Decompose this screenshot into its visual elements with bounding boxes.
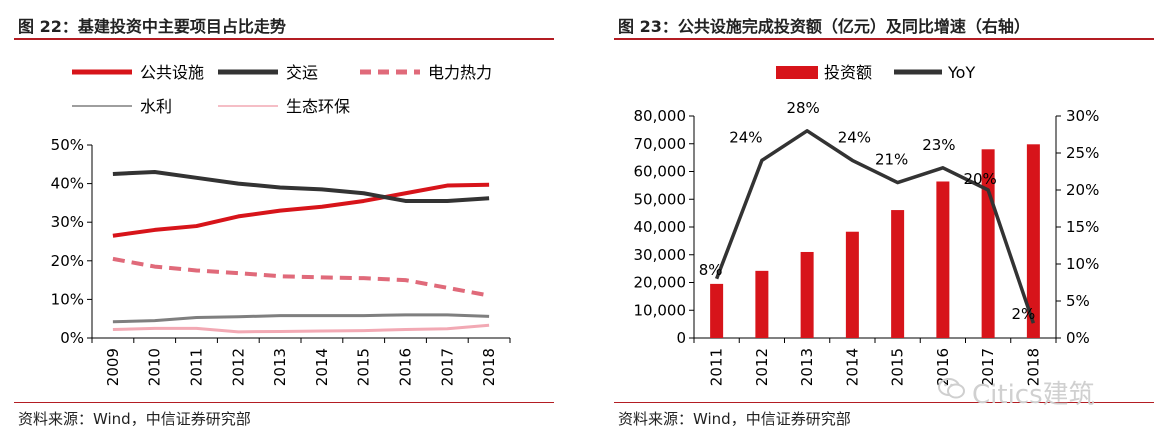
right-yoy-data-label: 24% bbox=[729, 128, 762, 146]
left-x-tick-label: 2011 bbox=[188, 348, 206, 386]
right-y-tick-label: 40,000 bbox=[634, 218, 687, 236]
right-bar-0 bbox=[710, 283, 724, 338]
right-y2-tick-label: 25% bbox=[1066, 144, 1099, 162]
left-y-tick-label: 30% bbox=[51, 213, 84, 231]
right-y-tick-label: 70,000 bbox=[634, 135, 687, 153]
right-yoy-data-label: 24% bbox=[838, 128, 871, 146]
right-y-tick-label: 60,000 bbox=[634, 163, 687, 181]
right-legend-label-line: YoY bbox=[947, 63, 975, 82]
left-title-rule bbox=[14, 38, 554, 40]
right-y2-tick-label: 5% bbox=[1066, 292, 1090, 310]
right-y-tick-label: 30,000 bbox=[634, 246, 687, 264]
right-y2-tick-label: 20% bbox=[1066, 181, 1099, 199]
left-x-tick-label: 2017 bbox=[438, 348, 456, 386]
right-x-tick-label: 2016 bbox=[934, 348, 952, 386]
right-x-tick-label: 2012 bbox=[753, 348, 771, 386]
left-legend-label-2: 电力热力 bbox=[428, 63, 492, 82]
right-yoy-data-label: 20% bbox=[963, 170, 996, 188]
right-legend-swatch-bar bbox=[776, 66, 818, 79]
right-x-tick-label: 2013 bbox=[798, 348, 816, 386]
right-y-tick-label: 20,000 bbox=[634, 274, 687, 292]
right-bar-1 bbox=[755, 270, 769, 338]
right-bar-7 bbox=[1026, 144, 1040, 338]
right-panel: 图 23：公共设施完成投资额（亿元）及同比增速（右轴） 0 10,000 20,00… bbox=[600, 0, 1160, 444]
right-yoy-data-label: 2% bbox=[1011, 305, 1035, 323]
left-source-rule bbox=[14, 402, 554, 403]
right-bar-5 bbox=[936, 181, 950, 338]
left-y-tick-label: 0% bbox=[60, 329, 84, 347]
left-y-tick-label: 50% bbox=[51, 136, 84, 154]
left-chart-source: 资料来源：Wind，中信证券研究部 bbox=[18, 410, 251, 428]
left-y-tick-label: 20% bbox=[51, 252, 84, 270]
right-x-tick-label: 2011 bbox=[708, 348, 726, 386]
left-legend-label-4: 生态环保 bbox=[286, 97, 350, 116]
left-series-line-3 bbox=[112, 313, 490, 324]
right-y2-tick-label: 10% bbox=[1066, 255, 1099, 273]
left-y-tick-label: 10% bbox=[51, 290, 84, 308]
left-series-line-2 bbox=[112, 256, 490, 298]
left-x-tick-label: 2016 bbox=[397, 348, 415, 386]
right-y2-tick-label: 0% bbox=[1066, 329, 1090, 347]
right-yoy-data-label: 23% bbox=[922, 136, 955, 154]
right-bar-4 bbox=[891, 210, 905, 338]
right-bar-3 bbox=[845, 231, 859, 338]
right-chart-title: 图 23：公共设施完成投资额（亿元）及同比增速（右轴） bbox=[618, 17, 1030, 36]
wechat-icon bbox=[938, 378, 965, 399]
left-series-line-1 bbox=[112, 170, 490, 203]
left-series-line-0 bbox=[112, 182, 490, 238]
left-x-tick-label: 2018 bbox=[480, 348, 498, 386]
left-x-tick-label: 2015 bbox=[355, 348, 373, 386]
right-y2-tick-label: 30% bbox=[1066, 107, 1099, 125]
right-x-tick-label: 2015 bbox=[889, 348, 907, 386]
right-y-tick-label: 0 bbox=[676, 329, 686, 347]
right-yoy-data-label: 28% bbox=[786, 99, 819, 117]
watermark-text: Citics建筑 bbox=[972, 380, 1095, 410]
right-y2-tick-label: 15% bbox=[1066, 218, 1099, 236]
left-legend-label-1: 交运 bbox=[286, 63, 318, 82]
left-x-tick-label: 2013 bbox=[271, 348, 289, 386]
left-panel: 图 22：基建投资中主要项目占比走势 0% 10% 20% 30% 40% 50% 2009… bbox=[0, 0, 560, 444]
right-x-tick-label: 2017 bbox=[979, 348, 997, 386]
left-x-tick-label: 2009 bbox=[104, 348, 122, 386]
right-title-rule bbox=[614, 38, 1154, 40]
left-legend-label-0: 公共设施 bbox=[140, 63, 204, 82]
right-source-rule bbox=[614, 402, 1154, 403]
right-yoy-data-label: 21% bbox=[875, 151, 908, 169]
right-chart: 0 10,000 20,000 30,000 40,000 50,000 60,000 70,… bbox=[634, 63, 1100, 386]
right-x-tick-label: 2018 bbox=[1024, 348, 1042, 386]
right-y-tick-label: 10,000 bbox=[634, 301, 687, 319]
left-x-tick-label: 2010 bbox=[146, 348, 164, 386]
left-legend-label-3: 水利 bbox=[140, 97, 172, 116]
right-chart-source: 资料来源：Wind，中信证券研究部 bbox=[618, 410, 851, 428]
right-yoy-line bbox=[714, 129, 1036, 324]
left-chart: 0% 10% 20% 30% 40% 50% 2009 2010 2011 2012 2013 201… bbox=[51, 63, 511, 386]
right-legend-label-bar: 投资额 bbox=[824, 63, 872, 82]
left-series-line-4 bbox=[112, 323, 490, 334]
right-x-tick-label: 2014 bbox=[843, 348, 861, 386]
right-bar-2 bbox=[800, 251, 814, 338]
right-y-tick-label: 50,000 bbox=[634, 190, 687, 208]
left-chart-title: 图 22：基建投资中主要项目占比走势 bbox=[18, 17, 286, 36]
left-y-tick-label: 40% bbox=[51, 175, 84, 193]
right-yoy-data-label: 8% bbox=[699, 261, 723, 279]
left-x-tick-label: 2012 bbox=[229, 348, 247, 386]
left-x-tick-label: 2014 bbox=[313, 348, 331, 386]
right-y-tick-label: 80,000 bbox=[634, 107, 687, 125]
